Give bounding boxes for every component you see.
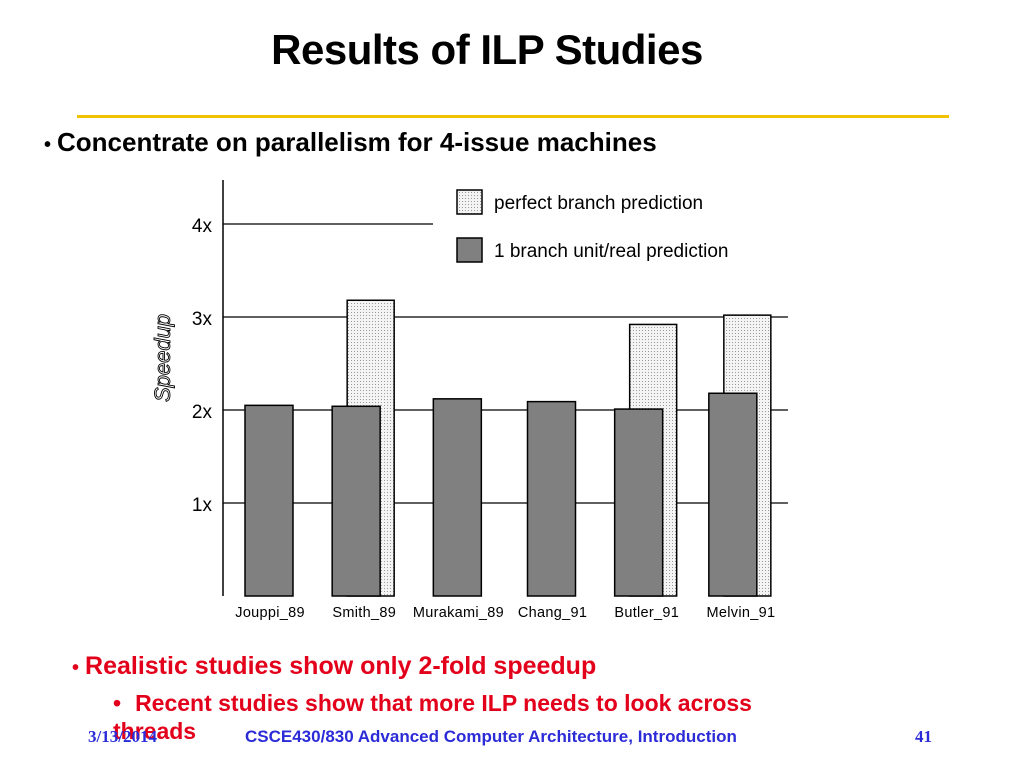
footer-date: 3/13/2014: [88, 727, 157, 746]
legend-label: perfect branch prediction: [494, 193, 703, 214]
bullet-text: Concentrate on parallelism for 4-issue m…: [57, 127, 657, 157]
legend-label: 1 branch unit/real prediction: [494, 241, 728, 262]
bar-real-Smith_89: [331, 405, 381, 597]
bullet-marker: •: [113, 690, 122, 716]
bullet-marker: •: [44, 134, 52, 156]
bullet-concentrate: • Concentrate on parallelism for 4-issue …: [44, 127, 657, 158]
bar-real-Melvin_91: [708, 392, 758, 597]
bar-real-Jouppi_89: [244, 404, 294, 597]
y-axis-label: Speedup: [150, 314, 175, 402]
x-tick-label: Chang_91: [518, 605, 587, 621]
x-tick-label: Melvin_91: [707, 605, 776, 621]
red-sub-bullet-text: Recent studies show that more ILP needs …: [113, 690, 752, 744]
slide-title: Results of ILP Studies: [271, 26, 703, 73]
red-bullet-text: Realistic studies show only 2-fold speed…: [85, 652, 597, 680]
legend-swatch-real: [456, 237, 483, 263]
legend-swatch-perfect: [456, 189, 483, 215]
footer-page-number: 41: [915, 727, 932, 746]
x-tick-label: Murakami_89: [413, 605, 504, 621]
y-tick-label: 1x: [192, 495, 213, 516]
x-tick-label: Smith_89: [332, 605, 396, 621]
bar-real-Butler_91: [613, 408, 664, 597]
x-tick-label: Butler_91: [614, 605, 679, 621]
bullet-marker: •: [72, 657, 80, 679]
bar-real-Murakami_89: [432, 398, 483, 597]
x-tick-label: Jouppi_89: [235, 605, 305, 621]
bar-real-Chang_91: [526, 400, 577, 597]
footer-course: CSCE430/830 Advanced Computer Architectu…: [245, 727, 737, 746]
title-divider: [77, 115, 949, 118]
y-tick-label: 3x: [192, 309, 213, 330]
y-tick-label: 4x: [192, 216, 213, 237]
bullet-realistic-studies: • Realistic studies show only 2-fold spee…: [72, 652, 596, 681]
y-tick-label: 2x: [192, 402, 213, 423]
sub-bullet-recent-studies: • Recent studies show that more ILP needs…: [113, 689, 813, 745]
